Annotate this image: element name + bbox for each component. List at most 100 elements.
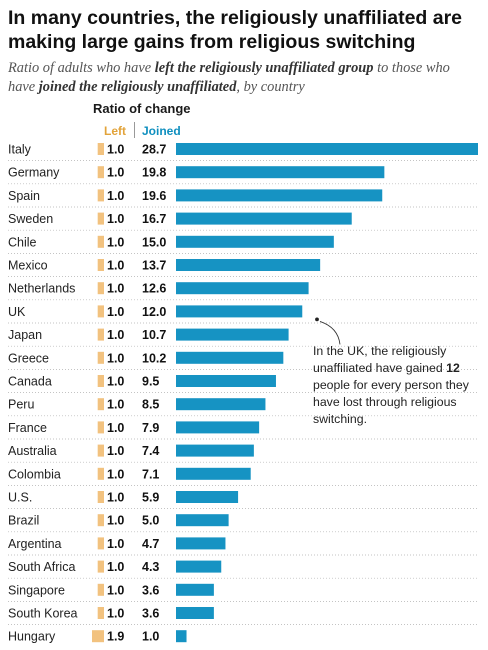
joined-value-japan: 10.7 xyxy=(142,328,166,342)
joined-bar-sweden xyxy=(176,212,352,225)
left-bar-italy xyxy=(97,143,104,155)
bar-chart: Italy 1.0 28.7 Germany 1.0 19.8 Spain 1.0 19.6 Sw… xyxy=(8,143,478,644)
joined-value-germany: 19.8 xyxy=(142,166,166,180)
country-label-south-africa: South Africa xyxy=(8,560,75,574)
country-label-sweden: Sweden xyxy=(8,212,53,226)
joined-value-australia: 7.4 xyxy=(142,444,159,458)
left-value-hungary: 1.9 xyxy=(107,630,124,644)
left-value-singapore: 1.0 xyxy=(107,583,124,597)
left-bar-singapore xyxy=(97,583,104,596)
joined-bar-chile xyxy=(176,235,334,248)
uk-annotation-leader xyxy=(319,320,341,345)
joined-value-south-africa: 4.3 xyxy=(142,560,159,574)
joined-bar-italy xyxy=(176,143,478,155)
country-label-mexico: Mexico xyxy=(8,259,48,273)
country-label-uk: UK xyxy=(8,305,26,319)
left-column-header: Left xyxy=(104,124,126,138)
joined-bar-brazil xyxy=(176,514,229,527)
left-bar-peru xyxy=(97,398,104,411)
joined-value-sweden: 16.7 xyxy=(142,212,166,226)
left-bar-south-africa xyxy=(97,560,104,573)
joined-bar-south-africa xyxy=(176,560,222,573)
joined-value-canada: 9.5 xyxy=(142,375,159,389)
country-label-france: France xyxy=(8,421,47,435)
chart-subtitle: Ratio of adults who have left the religi… xyxy=(8,60,450,95)
joined-value-chile: 15.0 xyxy=(142,235,166,249)
joined-bar-hungary xyxy=(176,630,187,643)
joined-bar-australia xyxy=(176,444,254,457)
joined-bar-spain xyxy=(176,189,383,202)
left-bar-germany xyxy=(97,166,104,179)
left-bar-france xyxy=(97,421,104,434)
joined-bar-greece xyxy=(176,351,284,364)
left-bar-south-korea xyxy=(97,607,104,619)
left-value-u-s: 1.0 xyxy=(107,491,124,505)
left-value-mexico: 1.0 xyxy=(107,259,124,273)
joined-bar-colombia xyxy=(176,467,251,480)
joined-value-spain: 19.6 xyxy=(142,189,166,203)
left-bar-australia xyxy=(97,444,104,457)
joined-bar-canada xyxy=(176,375,276,387)
joined-value-argentina: 4.7 xyxy=(142,537,159,551)
ratio-of-change-heading: Ratio of change xyxy=(93,101,191,116)
joined-bar-netherlands xyxy=(176,282,309,295)
joined-bar-south-korea xyxy=(176,607,214,619)
country-label-south-korea: South Korea xyxy=(8,607,78,621)
left-bar-greece xyxy=(97,351,104,364)
country-label-hungary: Hungary xyxy=(8,630,56,644)
left-value-sweden: 1.0 xyxy=(107,212,124,226)
joined-value-hungary: 1.0 xyxy=(142,630,159,644)
left-value-italy: 1.0 xyxy=(107,143,124,157)
left-bar-canada xyxy=(97,375,104,387)
country-label-peru: Peru xyxy=(8,398,34,412)
joined-bar-germany xyxy=(176,166,385,179)
country-label-spain: Spain xyxy=(8,189,40,203)
country-label-argentina: Argentina xyxy=(8,537,62,551)
joined-column-header: Joined xyxy=(142,124,181,138)
left-value-uk: 1.0 xyxy=(107,305,124,319)
left-bar-u-s xyxy=(97,491,104,503)
country-label-chile: Chile xyxy=(8,235,37,249)
country-label-colombia: Colombia xyxy=(8,467,61,481)
country-label-singapore: Singapore xyxy=(8,583,65,597)
joined-value-peru: 8.5 xyxy=(142,398,159,412)
joined-bar-japan xyxy=(176,328,289,341)
left-value-canada: 1.0 xyxy=(107,375,124,389)
left-value-japan: 1.0 xyxy=(107,328,124,342)
joined-bar-u-s xyxy=(176,491,239,503)
left-value-germany: 1.0 xyxy=(107,166,124,180)
joined-value-brazil: 5.0 xyxy=(142,514,159,528)
country-label-italy: Italy xyxy=(8,143,32,157)
joined-bar-uk xyxy=(176,305,303,318)
left-bar-brazil xyxy=(97,514,104,527)
left-bar-sweden xyxy=(97,212,104,225)
left-bar-japan xyxy=(97,328,104,341)
joined-value-south-korea: 3.6 xyxy=(142,607,159,621)
left-bar-argentina xyxy=(97,537,104,550)
left-value-south-korea: 1.0 xyxy=(107,607,124,621)
joined-bar-argentina xyxy=(176,537,226,550)
left-value-south-africa: 1.0 xyxy=(107,560,124,574)
joined-value-netherlands: 12.6 xyxy=(142,282,166,296)
country-label-netherlands: Netherlands xyxy=(8,282,75,296)
joined-bar-france xyxy=(176,421,260,434)
left-value-peru: 1.0 xyxy=(107,398,124,412)
column-divider xyxy=(134,122,135,138)
left-value-colombia: 1.0 xyxy=(107,467,124,481)
left-value-greece: 1.0 xyxy=(107,351,124,365)
left-value-netherlands: 1.0 xyxy=(107,282,124,296)
left-value-chile: 1.0 xyxy=(107,235,124,249)
left-bar-colombia xyxy=(97,467,104,480)
joined-value-italy: 28.7 xyxy=(142,143,166,157)
left-value-brazil: 1.0 xyxy=(107,514,124,528)
country-label-japan: Japan xyxy=(8,328,42,342)
country-label-brazil: Brazil xyxy=(8,514,39,528)
left-bar-chile xyxy=(97,235,104,248)
left-bar-uk xyxy=(97,305,104,318)
left-bar-mexico xyxy=(97,259,104,271)
joined-value-mexico: 13.7 xyxy=(142,259,166,273)
joined-bar-mexico xyxy=(176,259,321,271)
joined-value-france: 7.9 xyxy=(142,421,159,435)
country-label-germany: Germany xyxy=(8,166,60,180)
country-label-greece: Greece xyxy=(8,351,49,365)
